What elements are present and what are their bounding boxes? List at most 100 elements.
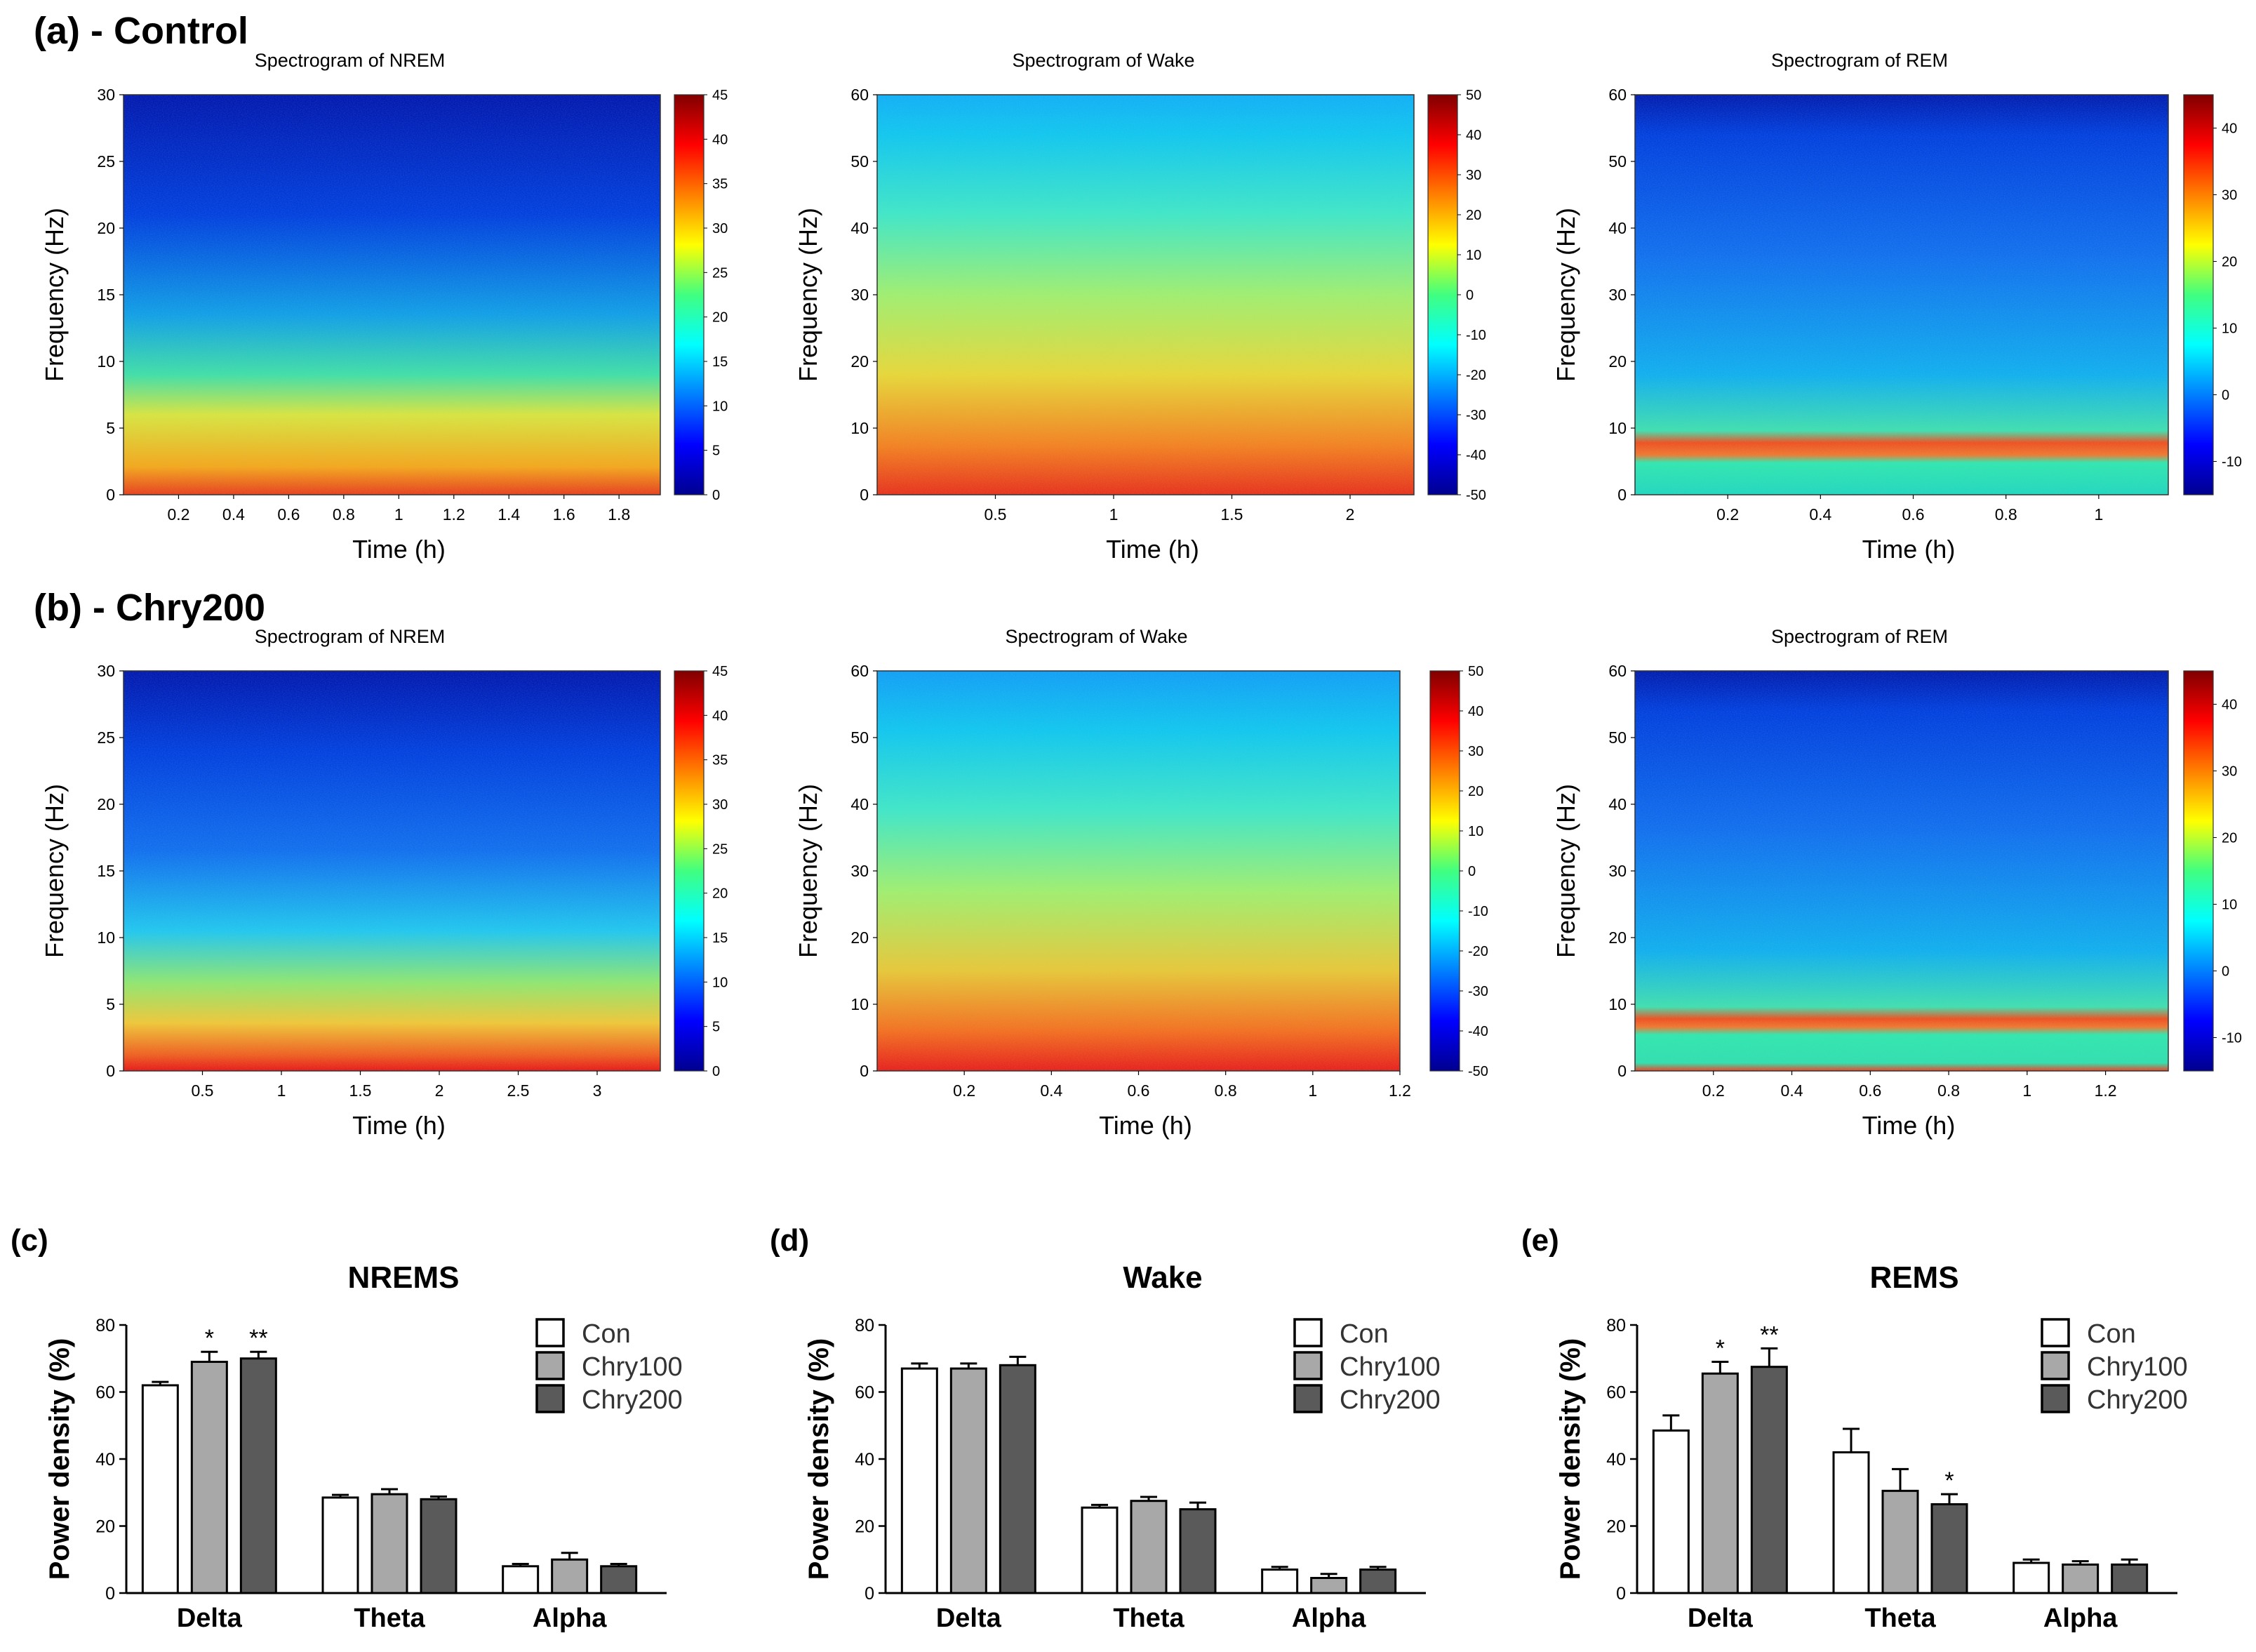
colorbar-tick-label: -40 (1466, 448, 1486, 463)
colorbar-tick-label: 5 (712, 1020, 720, 1035)
bar-con (321, 1496, 359, 1594)
bar-y-tick-label: 40 (95, 1450, 115, 1470)
x-axis-label: Time (h) (1862, 535, 1956, 564)
colorbar-tick-label: 50 (1468, 664, 1483, 679)
spectrogram-title: Spectrogram of REM (1771, 50, 1948, 71)
bar-chart-panels: (c) NREMS Power density (%) 0 20 40 60 80 Delta *… (11, 1223, 2188, 1633)
y-tick-label: 50 (1608, 152, 1627, 171)
x-axis-label: Time (h) (1862, 1111, 1956, 1140)
colorbar-tick-label: 0 (2222, 964, 2229, 980)
bar-chry100 (1701, 1372, 1739, 1594)
y-tick-label: 20 (850, 928, 869, 947)
legend-label: Chry200 (1340, 1385, 1441, 1415)
y-tick-label: 30 (97, 86, 115, 104)
y-axis-label: Frequency (Hz) (40, 784, 69, 958)
y-tick-label: 60 (850, 662, 869, 680)
colorbar-tick-label: 20 (2222, 831, 2237, 846)
bar-category-label: Delta (936, 1604, 1002, 1633)
x-tick-label: 0.5 (192, 1081, 214, 1100)
y-tick-label: 30 (850, 862, 869, 880)
bar-chry200 (1750, 1366, 1788, 1594)
x-axis-label: Time (h) (352, 1111, 446, 1140)
legend-label: Chry100 (2087, 1352, 2188, 1382)
colorbar-tick-label: 30 (712, 797, 728, 813)
bar-con (141, 1384, 179, 1594)
bar-con (2013, 1561, 2050, 1594)
legend-label: Chry200 (2087, 1385, 2188, 1415)
y-tick-label: 5 (106, 419, 115, 437)
colorbar-tick-label: 15 (712, 354, 728, 370)
y-tick-label: 50 (850, 152, 869, 171)
bar-y-axis-label: Power density (%) (803, 1338, 834, 1580)
legend-swatch (2041, 1318, 2070, 1347)
bar-y-tick-label: 60 (855, 1383, 874, 1403)
legend-label: Chry200 (582, 1385, 683, 1415)
x-tick-label: 1 (2022, 1081, 2031, 1100)
colorbar-tick-label: 20 (712, 310, 728, 326)
x-tick-label: 1.8 (608, 505, 630, 524)
legend-swatch (535, 1351, 565, 1380)
spectrogram-title: Spectrogram of Wake (1012, 50, 1194, 71)
colorbar-tick-label: -10 (2222, 1031, 2242, 1046)
legend-label: Con (2087, 1319, 2136, 1349)
colorbar-tick-label: 25 (712, 265, 728, 281)
bar-category-label: Alpha (533, 1604, 607, 1633)
panel-label: (e) (1521, 1223, 1559, 1258)
x-tick-label: 0.6 (1128, 1081, 1150, 1100)
bar-con (1832, 1451, 1870, 1594)
y-tick-label: 50 (1608, 728, 1627, 747)
x-tick-label: 2 (435, 1081, 444, 1100)
spectrogram-texture (124, 671, 660, 1071)
bar-con (502, 1565, 540, 1594)
legend-label: Con (1340, 1319, 1389, 1349)
y-axis-label: Frequency (Hz) (40, 208, 69, 382)
legend-label: Chry100 (1340, 1352, 1441, 1382)
legend-swatch (1293, 1318, 1323, 1347)
spectrogram-title: Spectrogram of REM (1771, 626, 1948, 647)
x-tick-label: 1.5 (1221, 505, 1243, 524)
bar-category-label: Alpha (2043, 1604, 2118, 1633)
colorbar-tick-label: -10 (1466, 328, 1486, 343)
colorbar-tick-label: -30 (1468, 984, 1488, 999)
significance-marker: * (1716, 1335, 1725, 1362)
colorbar-tick-label: -30 (1466, 408, 1486, 423)
x-tick-label: 1 (394, 505, 403, 524)
bar-y-tick-label: 60 (95, 1383, 115, 1403)
y-tick-label: 0 (1617, 1062, 1627, 1080)
bar-category-label: Delta (177, 1604, 243, 1633)
bar-chart-title: Wake (1123, 1260, 1202, 1295)
spectrogram-texture (877, 671, 1400, 1071)
significance-marker: ** (249, 1325, 267, 1352)
colorbar-tick-label: 20 (1468, 784, 1483, 799)
y-tick-label: 10 (1608, 995, 1627, 1013)
legend-label: Con (582, 1319, 631, 1349)
colorbar-tick-label: -40 (1468, 1024, 1488, 1039)
x-tick-label: 1.2 (1389, 1081, 1411, 1100)
y-tick-label: 20 (1608, 928, 1627, 947)
y-tick-label: 20 (1608, 352, 1627, 371)
colorbar-tick-label: 0 (712, 488, 720, 503)
x-tick-label: 1.6 (553, 505, 575, 524)
y-tick-label: 40 (850, 219, 869, 237)
x-tick-label: 0.8 (333, 505, 355, 524)
y-tick-label: 60 (1608, 662, 1627, 680)
x-tick-label: 2 (1346, 505, 1355, 524)
y-axis-label: Frequency (Hz) (794, 784, 822, 958)
y-tick-label: 50 (850, 728, 869, 747)
x-tick-label: 0.6 (1902, 505, 1925, 524)
legend-swatch (2041, 1351, 2070, 1380)
colorbar-tick-label: 30 (2222, 188, 2237, 204)
y-axis-label: Frequency (Hz) (794, 208, 822, 382)
y-axis-label: Frequency (Hz) (1551, 208, 1580, 382)
colorbar-tick-label: 20 (1466, 208, 1481, 223)
y-tick-label: 0 (860, 1062, 869, 1080)
x-tick-label: 0.2 (1716, 505, 1739, 524)
x-tick-label: 0.4 (1781, 1081, 1803, 1100)
colorbar-tick-label: 10 (2222, 321, 2237, 337)
bar-category-label: Theta (1864, 1604, 1936, 1633)
bar-con (900, 1367, 938, 1594)
bar-category-label: Theta (1113, 1604, 1184, 1633)
